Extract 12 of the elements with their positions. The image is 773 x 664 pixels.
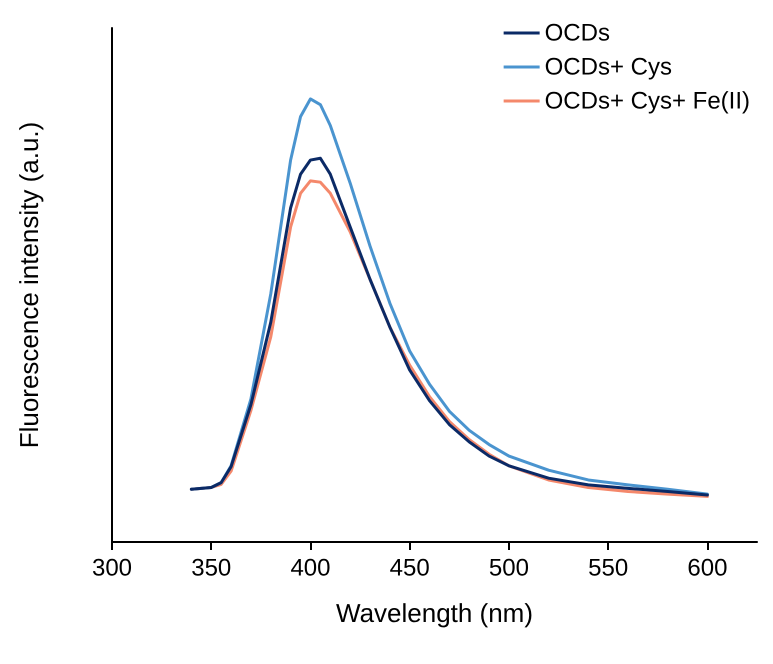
- x-axis-title: Wavelength (nm): [336, 598, 533, 628]
- y-axis-title: Fluorescence intensity (a.u.): [14, 122, 44, 448]
- x-tick-label: 550: [588, 554, 628, 582]
- legend-label: OCDs+ Cys: [544, 54, 672, 80]
- x-tick-label: 300: [92, 554, 132, 582]
- legend-label: OCDs: [544, 20, 610, 46]
- legend-label: OCDs+ Cys+ Fe(II): [544, 88, 750, 114]
- x-tick-label: 450: [390, 554, 430, 582]
- x-tick-label: 600: [687, 554, 728, 582]
- x-tick-label: 400: [290, 554, 330, 582]
- x-tick-label: 500: [488, 554, 529, 582]
- x-tick-label: 350: [191, 554, 232, 582]
